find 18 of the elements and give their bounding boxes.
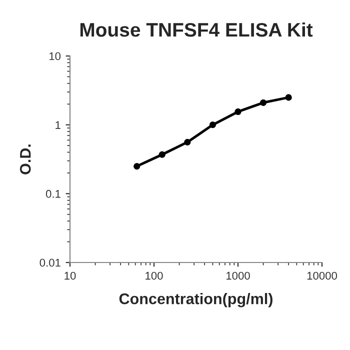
x-tick-label: 100 [146,272,163,280]
y-tick-label: 10 [49,52,61,60]
point [234,108,242,116]
x-tick-label: 10 [64,272,76,280]
point [260,99,267,106]
chart-title: Mouse TNFSF4 ELISA Kit [80,22,313,37]
point [134,162,140,170]
y-tick-label: 0.01 [40,258,60,267]
y-axis-title: O.D. [20,144,31,174]
point [285,94,292,101]
y-tick-label: 1 [56,121,60,129]
x-tick-label: 1000 [226,272,250,280]
point [209,122,216,128]
point [184,138,191,146]
y-tick-label: 0.1 [46,190,60,198]
x-tick-label: 10000 [307,272,338,280]
point [158,151,166,158]
x-axis-title: Concentration(pg/ml) [119,292,272,308]
